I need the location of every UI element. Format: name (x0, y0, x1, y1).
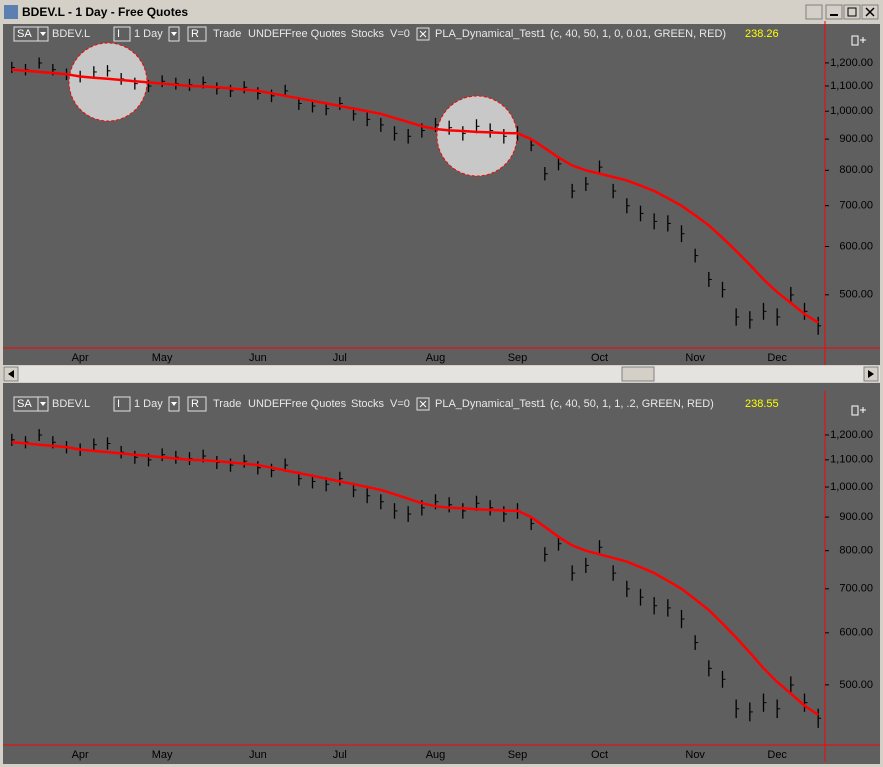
x-tick-label: Oct (591, 352, 608, 364)
x-tick-label: Dec (767, 352, 787, 364)
indicator-value: 238.55 (745, 398, 779, 410)
toolbar-item: Free Quotes (285, 398, 347, 410)
y-tick-label: 900.00 (839, 133, 873, 145)
panel-icon-plus (860, 407, 866, 413)
x-tick-label: May (152, 749, 173, 761)
indicator-params: (c, 40, 50, 1, 0, 0.01, GREEN, RED) (550, 28, 726, 40)
y-tick-label: 700.00 (839, 200, 873, 212)
x-tick-label: Dec (767, 749, 787, 761)
y-tick-label: 600.00 (839, 240, 873, 252)
indicator-value: 238.26 (745, 28, 779, 40)
toolbar-item: Stocks (351, 28, 385, 40)
r-box-label: R (191, 398, 199, 410)
x-tick-label: Jul (333, 749, 347, 761)
y-tick-label: 600.00 (839, 627, 873, 639)
x-tick-label: Jun (249, 749, 267, 761)
x-tick-label: Oct (591, 749, 608, 761)
x-tick-label: Jun (249, 352, 267, 364)
window-title: BDEV.L - 1 Day - Free Quotes (22, 5, 188, 19)
indicator-name: PLA_Dynamical_Test1 (435, 28, 546, 40)
chart-pane-bottom (3, 383, 880, 764)
app-icon (4, 5, 18, 19)
r-box[interactable] (187, 396, 207, 412)
toolbar-item: Trade (213, 398, 241, 410)
interval-box[interactable] (113, 396, 131, 412)
toolbar-item: V=0 (390, 28, 410, 40)
toolbar-item: V=0 (390, 398, 410, 410)
y-tick-label: 1,100.00 (830, 80, 873, 92)
toolbar-item: Trade (213, 28, 241, 40)
maximize-glyph (847, 7, 857, 17)
scroll-thumb[interactable] (621, 366, 655, 382)
y-tick-label: 1,000.00 (830, 105, 873, 117)
moving-average-line (11, 68, 819, 324)
y-tick-label: 1,100.00 (830, 454, 873, 466)
toolbar-item: Stocks (351, 398, 385, 410)
y-tick-label: 700.00 (839, 583, 873, 595)
x-tick-label: Jul (333, 352, 347, 364)
scroll-left-glyph (8, 370, 14, 378)
checkbox-x (419, 400, 427, 408)
panel-icon[interactable] (851, 405, 859, 416)
x-tick-label: Sep (508, 352, 528, 364)
moving-average-line (11, 440, 819, 716)
dropdown-arrow (40, 32, 46, 36)
title-bar (2, 2, 881, 22)
y-tick-label: 1,200.00 (830, 429, 873, 441)
y-tick-label: 500.00 (839, 289, 873, 301)
dropdown-arrow (171, 402, 177, 406)
restore-button[interactable] (805, 4, 823, 20)
panel-icon-plus (860, 37, 866, 43)
scroll-right-glyph (868, 370, 874, 378)
x-tick-label: Apr (72, 352, 89, 364)
minimize-button[interactable] (825, 4, 843, 20)
highlight-circles (68, 42, 518, 177)
checkbox-x (419, 30, 427, 38)
x-tick-label: Nov (685, 352, 705, 364)
symbol-box-label: SA (17, 28, 32, 40)
x-tick-label: May (152, 352, 173, 364)
scrollbar[interactable] (3, 366, 880, 382)
panel-icon[interactable] (851, 35, 859, 46)
toolbar-item: Free Quotes (285, 28, 347, 40)
symbol: BDEV.L (52, 398, 90, 410)
x-tick-label: Nov (685, 749, 705, 761)
dropdown-arrow (171, 32, 177, 36)
chart-pane-top (3, 24, 880, 365)
r-box[interactable] (187, 26, 207, 42)
interval-box[interactable] (113, 26, 131, 42)
toolbar-item: UNDEF (248, 28, 286, 40)
indicator-name: PLA_Dynamical_Test1 (435, 398, 546, 410)
close-glyph (865, 7, 875, 17)
x-tick-label: Aug (426, 749, 446, 761)
interval-box-label: I (117, 28, 120, 40)
x-tick-label: Aug (426, 352, 446, 364)
dropdown-arrow (40, 402, 46, 406)
symbol-box-label: SA (17, 398, 32, 410)
y-tick-label: 800.00 (839, 164, 873, 176)
symbol: BDEV.L (52, 28, 90, 40)
window-buttons[interactable] (805, 4, 879, 20)
indicator-params: (c, 40, 50, 1, 1, .2, GREEN, RED) (550, 398, 714, 410)
maximize-button[interactable] (843, 4, 861, 20)
y-tick-label: 1,000.00 (830, 481, 873, 493)
interval-box-label: I (117, 398, 120, 410)
y-tick-label: 900.00 (839, 511, 873, 523)
interval: 1 Day (134, 28, 163, 40)
y-tick-label: 800.00 (839, 545, 873, 557)
r-box-label: R (191, 28, 199, 40)
interval: 1 Day (134, 398, 163, 410)
y-tick-label: 500.00 (839, 679, 873, 691)
x-tick-label: Sep (508, 749, 528, 761)
toolbar-item: UNDEF (248, 398, 286, 410)
x-tick-label: Apr (72, 749, 89, 761)
y-tick-label: 1,200.00 (830, 57, 873, 69)
